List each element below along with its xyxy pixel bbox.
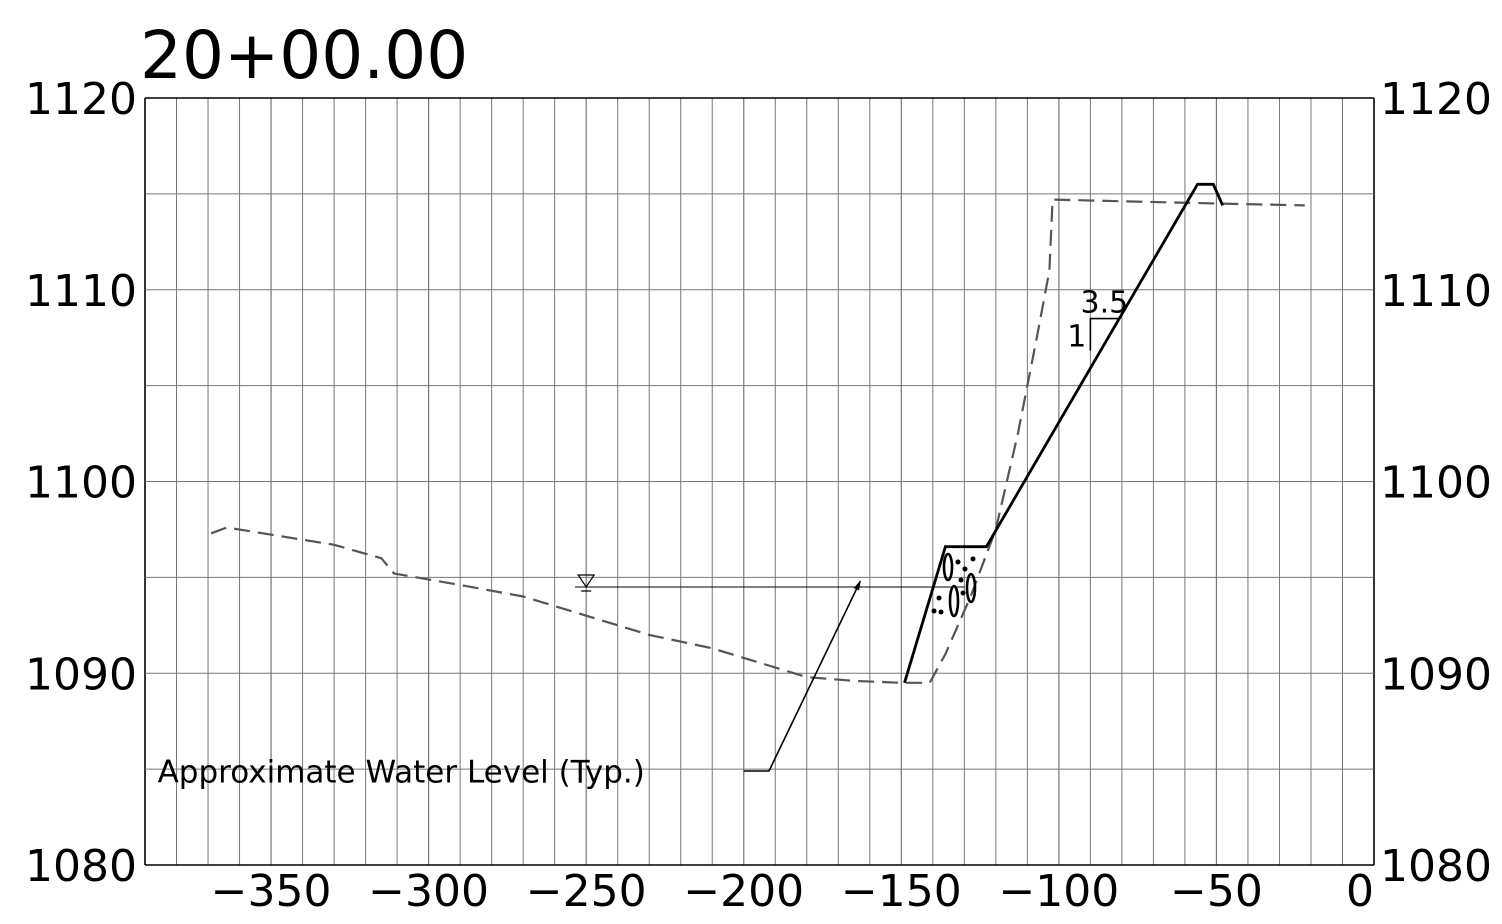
y-tick-label-right: 1100 — [1380, 458, 1492, 509]
annotations: 3.51 Approximate Water Level (Typ.) — [158, 286, 1129, 791]
riprap-stone — [965, 572, 977, 604]
y-tick-label-right: 1090 — [1380, 649, 1492, 700]
x-tick-label: 0 — [1346, 866, 1374, 917]
x-tick-label: −250 — [526, 866, 647, 917]
x-tick-label: −150 — [841, 866, 962, 917]
x-tick-label: −350 — [211, 866, 332, 917]
riprap-dot — [938, 609, 944, 615]
y-tick-label-right: 1110 — [1380, 266, 1492, 317]
riprap-dot — [936, 595, 942, 601]
annotation-leader — [743, 580, 862, 772]
x-tick-label: −200 — [683, 866, 804, 917]
x-tick-label: −300 — [368, 866, 489, 917]
slope-indicator — [1089, 317, 1119, 351]
existing-ground-line — [210, 198, 1305, 684]
y-tick-label-left: 1120 — [25, 74, 137, 125]
proposed-section-line — [903, 182, 1224, 684]
y-tick-label-left: 1110 — [25, 266, 137, 317]
grid — [144, 97, 1375, 866]
riprap-stone — [942, 552, 954, 582]
water-level-symbol — [577, 574, 596, 592]
y-tick-label-right: 1080 — [1380, 841, 1492, 892]
riprap-dot — [958, 577, 964, 583]
x-tick-label: −100 — [998, 866, 1119, 917]
riprap-dot — [962, 566, 968, 572]
y-tick-label-left: 1080 — [25, 841, 137, 892]
x-tick-label: −50 — [1170, 866, 1263, 917]
annotation-label: Approximate Water Level (Typ.) — [158, 755, 645, 791]
riprap-dot — [955, 559, 961, 565]
series — [210, 182, 1305, 684]
riprap-dot — [960, 590, 966, 596]
riprap-symbol — [931, 552, 977, 618]
riprap-dot — [931, 608, 937, 614]
riprap-stone — [948, 584, 960, 618]
slope-run-label: 3.5 — [1081, 286, 1129, 321]
y-tick-label-left: 1090 — [25, 649, 137, 700]
slope-rise-label: 1 — [1067, 320, 1086, 355]
riprap-dot — [970, 556, 976, 562]
chart-title: 20+00.00 — [140, 17, 468, 94]
y-tick-label-right: 1120 — [1380, 74, 1492, 125]
y-tick-label-left: 1100 — [25, 458, 137, 509]
